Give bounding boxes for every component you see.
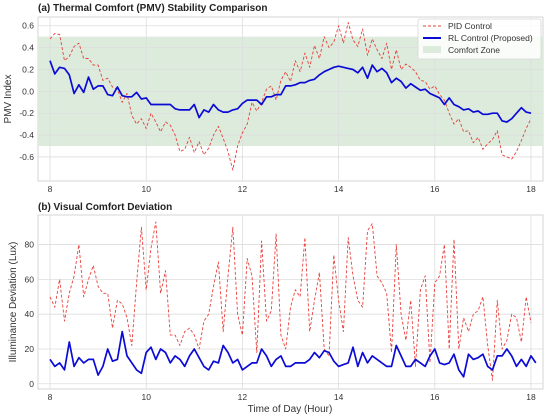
y-tick-label: -0.2	[19, 108, 34, 118]
panel-thermal-comfort: (a) Thermal Comfort (PMV) Stability Comp…	[3, 3, 544, 194]
x-tick-label: 16	[430, 184, 440, 194]
y-tick-label: 0	[29, 379, 34, 389]
y-tick-label: -0.4	[19, 130, 34, 140]
y-axis-label-b: Illuminance Deviation (Lux)	[8, 242, 19, 363]
series-line-rl	[49, 60, 532, 123]
x-tick-label: 18	[526, 392, 536, 402]
x-tick-label: 12	[238, 184, 248, 194]
legend-label-comfort-zone: Comfort Zone	[448, 45, 500, 55]
series-line-rl	[49, 330, 537, 378]
y-tick-label: 0.2	[22, 64, 34, 74]
series-line-pid	[49, 22, 532, 171]
series-line-pid	[49, 221, 532, 381]
chart-title-a: (a) Thermal Comfort (PMV) Stability Comp…	[38, 3, 267, 14]
legend-a: PID Control RL Control (Proposed) Comfor…	[417, 18, 542, 60]
panel-visual-comfort: (b) Visual Comfort Deviation 8 10 12 14 16 18…	[8, 202, 544, 415]
y-tick-label: 40	[25, 309, 35, 319]
x-tick-label: 10	[141, 184, 151, 194]
legend-label-rl: RL Control (Proposed)	[448, 33, 533, 43]
y-tick-label: 0.4	[22, 43, 34, 53]
x-tick-label: 14	[334, 392, 344, 402]
y-axis-label-a: PMV Index	[3, 75, 14, 124]
x-tick-label: 8	[48, 392, 53, 402]
x-tick-label: 18	[526, 184, 536, 194]
plot-area-b	[37, 214, 544, 390]
y-tick-label: 0.6	[22, 21, 34, 31]
x-tick-label: 16	[430, 392, 440, 402]
legend-box	[417, 18, 542, 60]
y-tick-label: 60	[25, 274, 35, 284]
legend-label-pid: PID Control	[448, 21, 492, 31]
y-tick-label: 80	[25, 240, 35, 250]
y-tick-label: 20	[25, 344, 35, 354]
x-tick-label: 12	[238, 392, 248, 402]
legend-swatch-comfort-zone	[423, 46, 441, 53]
chart-title-b: (b) Visual Comfort Deviation	[38, 202, 172, 213]
y-tick-label: -0.6	[19, 152, 34, 162]
y-tick-label: 0.0	[22, 86, 34, 96]
x-tick-label: 14	[334, 184, 344, 194]
x-tick-label: 8	[48, 184, 53, 194]
x-axis-label: Time of Day (Hour)	[248, 404, 333, 415]
x-tick-label: 10	[141, 392, 151, 402]
